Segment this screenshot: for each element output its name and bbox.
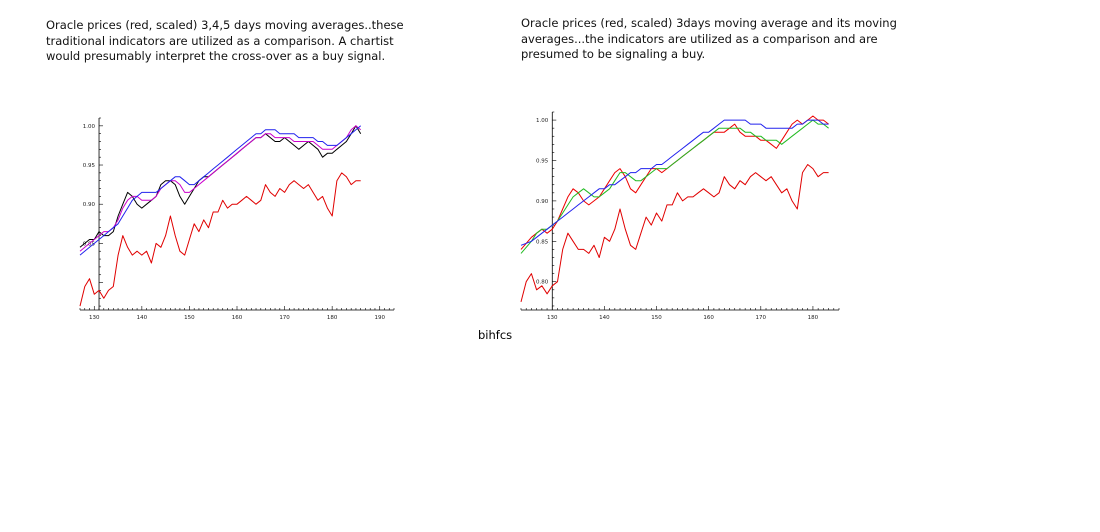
series-line-1 (79, 172, 361, 307)
x-tick-label: 170 (279, 315, 290, 321)
x-tick-label: 140 (599, 315, 610, 321)
x-tick-label: 160 (703, 315, 714, 321)
x-tick-label: 160 (232, 315, 243, 321)
y-tick-label: 0.80 (536, 280, 549, 286)
y-tick-label: 0.90 (536, 199, 549, 205)
y-tick-label: 0.95 (83, 163, 96, 169)
y-tick-label: 0.95 (536, 158, 549, 164)
moving-averages-chart-right: 130 140 150 160 170 180 0.80 0.85 0.90 0.95 1.00 (520, 111, 840, 321)
y-tick-label: 0.85 (536, 239, 549, 245)
chart-caption-left: Oracle prices (red, scaled) 3,4,5 days m… (46, 18, 404, 63)
series-line-2 (520, 115, 829, 250)
x-tick-label: 150 (651, 315, 662, 321)
footer-note: bihfcs (478, 328, 513, 342)
x-tick-label: 140 (137, 315, 148, 321)
y-tick-label: 0.85 (83, 241, 96, 247)
x-tick-label: 130 (89, 315, 100, 321)
x-tick-label: 180 (808, 315, 819, 321)
x-tick-label: 180 (327, 315, 338, 321)
x-tick-label: 170 (756, 315, 767, 321)
y-tick-label: 1.00 (83, 124, 96, 130)
series-line-2 (79, 125, 362, 248)
series-line-1 (520, 164, 829, 303)
chart-caption-right: Oracle prices (red, scaled) 3days moving… (521, 16, 897, 61)
series-line-3 (520, 119, 829, 254)
x-tick-label: 130 (547, 315, 558, 321)
series-line-4 (79, 125, 362, 256)
series-line-3 (79, 125, 362, 252)
x-tick-label: 150 (184, 315, 195, 321)
y-tick-label: 0.90 (83, 202, 96, 208)
x-tick-label: 190 (374, 315, 385, 321)
series-line-4 (520, 119, 829, 246)
y-tick-label: 1.00 (536, 118, 549, 124)
moving-averages-chart-left: 130 140 150 160 170 180 190 0.85 0.90 0.95 1.00 (79, 117, 395, 321)
